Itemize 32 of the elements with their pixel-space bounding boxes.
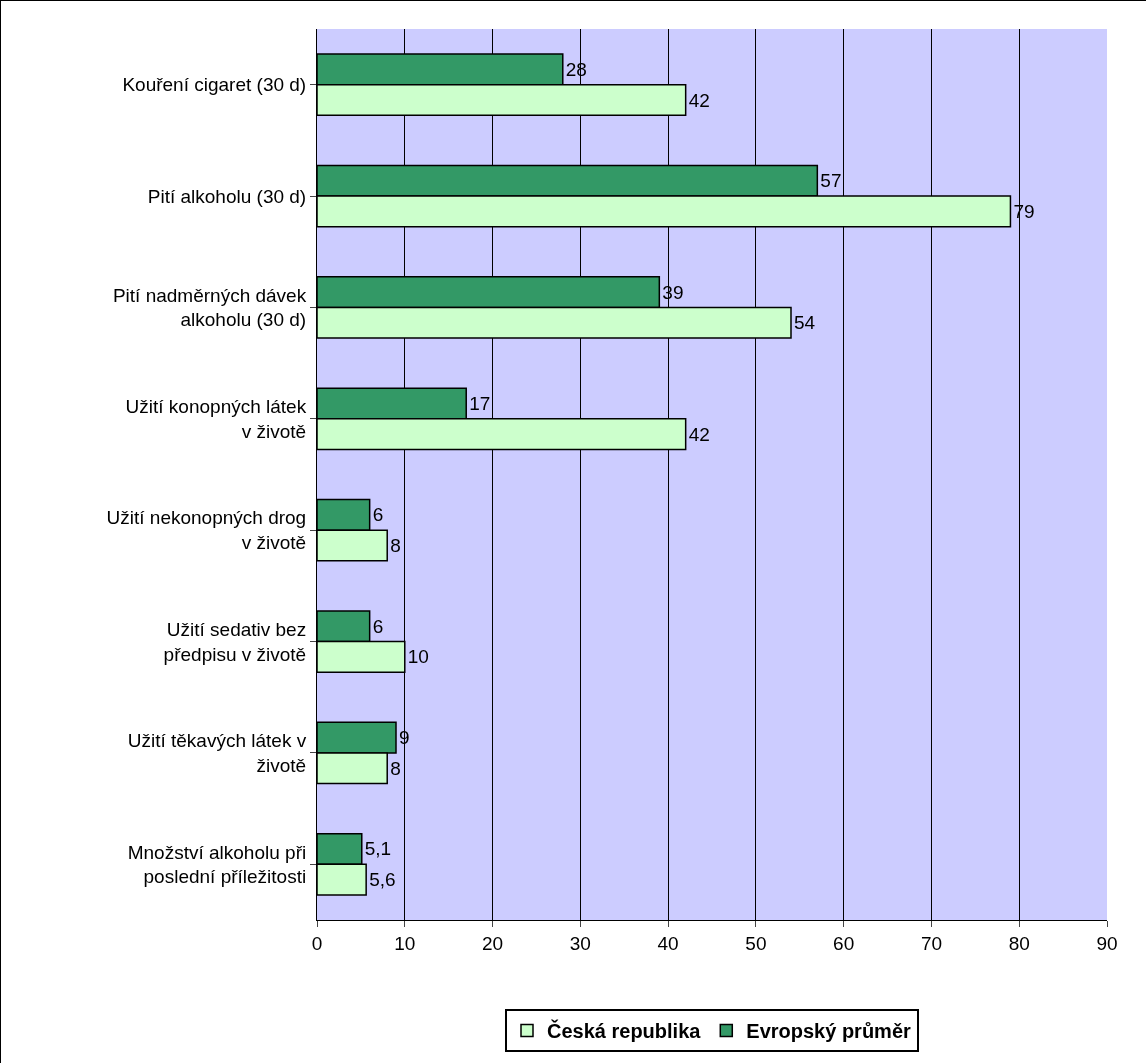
data-label: 10 (407, 646, 429, 668)
y-tick-label: Množství alkoholu při poslední příležitosti (127, 841, 307, 888)
data-label: 6 (372, 504, 384, 526)
x-tick-label: 80 (1008, 932, 1030, 954)
y-tick-label: Užití sedativ bez předpisu v životě (163, 618, 307, 665)
data-label: 42 (688, 423, 710, 445)
x-tick-label: 50 (745, 932, 767, 954)
y-tick-label: Pití alkoholu (30 d) (147, 185, 307, 207)
x-tick-label: 0 (311, 932, 323, 954)
data-label: 5,6 (369, 869, 396, 891)
y-tick-label: Kouření cigaret (30 d) (122, 74, 307, 96)
data-label: 8 (390, 535, 401, 557)
data-label: 17 (469, 392, 491, 414)
y-tick-label: Pití nadměrných dávek alkoholu (30 d) (112, 284, 307, 331)
x-tick-label: 60 (833, 932, 855, 954)
data-label: 5,1 (364, 838, 392, 860)
y-tick-label: Užití konopných látek v životě (125, 396, 307, 442)
legend-label: Evropský průměr (746, 1020, 912, 1043)
x-tick-label: 90 (1096, 932, 1118, 954)
data-label: 42 (688, 89, 710, 111)
x-tick-label: 10 (394, 932, 416, 954)
y-tick-label: Užití těkavých látek v životě (127, 730, 307, 776)
x-tick-label: 70 (920, 932, 943, 954)
x-tick-label: 40 (657, 932, 679, 954)
x-tick-label: 20 (481, 932, 504, 954)
y-tick-label: Užití nekonopných drog v životě (106, 507, 307, 554)
data-label: 8 (390, 757, 401, 779)
data-label: 54 (794, 312, 816, 334)
data-label: 57 (820, 170, 842, 192)
data-label: 6 (372, 615, 384, 637)
legend-label: Česká republika (547, 1019, 702, 1043)
x-tick-label: 30 (569, 932, 591, 954)
